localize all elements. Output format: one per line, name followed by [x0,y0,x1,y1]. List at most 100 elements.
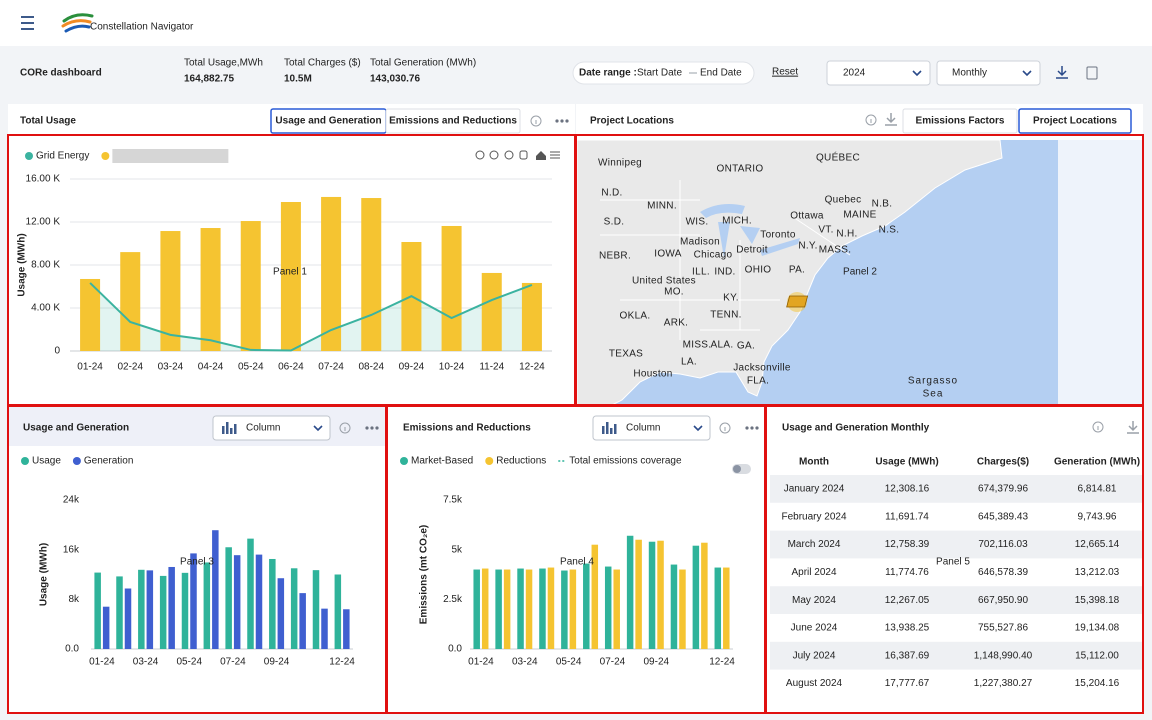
tab-label[interactable]: Usage and Generation [275,116,381,127]
more-dot[interactable] [755,426,759,430]
y-axis-label: Usage (MWh) [39,543,50,606]
more-dot[interactable] [560,119,564,123]
info-icon[interactable] [719,422,731,434]
x-tick-label: 12-24 [519,362,545,373]
pan-tool[interactable] [519,150,528,160]
select-icon [234,424,237,434]
row-background [770,586,1143,614]
table-cell: 12,267.05 [885,595,930,606]
bar [120,252,141,351]
map-land [576,139,1003,406]
download-icon[interactable] [1056,66,1068,79]
x-tick-label: 04-24 [198,362,224,373]
download-icon[interactable] [1127,421,1139,434]
more-dot[interactable] [370,426,374,430]
period-value: Monthly [952,68,987,79]
x-tick-label: 07-24 [318,362,344,373]
bar [146,570,154,649]
x-tick-label: 05-24 [238,362,264,373]
panel-outline [765,405,1144,714]
select-value[interactable]: Column [626,423,660,434]
table-cell: 11,774.76 [885,567,929,578]
project-marker[interactable] [786,295,809,308]
home-tool[interactable] [536,151,546,160]
legend-label[interactable]: Usage [32,456,61,467]
download-icon[interactable] [885,113,897,126]
kpi-label: Total Generation (MWh) [370,58,476,69]
logo [61,13,94,33]
legend-label[interactable]: Total emissions coverage [569,456,682,467]
reset-link[interactable]: Reset [772,67,798,78]
y-tick-label: 5k [451,544,463,555]
map-label: TENN. [710,310,742,321]
bar [692,545,700,649]
y-tick-label: 16k [63,544,80,555]
table-cell: 667,950.90 [978,595,1028,606]
x-tick-label: 05-24 [176,657,202,668]
map-label: OHIO [745,265,772,276]
select-icon [226,422,229,434]
legend-swatch [21,457,29,465]
bar [321,608,328,649]
table-cell: July 2024 [793,650,836,661]
date-range[interactable] [572,61,755,85]
map-label: ONTARIO [717,164,764,175]
chart-type-select[interactable] [212,415,331,441]
bar [723,567,730,649]
info-icon[interactable] [339,422,351,434]
tab[interactable] [902,108,1018,134]
column-header: Month [799,457,829,468]
year-select[interactable] [826,60,931,86]
bar [116,576,123,649]
bar [212,530,219,649]
toggle-knob [733,465,741,473]
zoom-tool[interactable] [475,150,485,160]
tab-label[interactable]: Emissions Factors [916,116,1005,127]
chart-type-select[interactable] [592,415,711,441]
select-icon [610,428,613,434]
select-value[interactable]: Column [246,423,280,434]
more-dot[interactable] [365,426,369,430]
bar [701,542,708,649]
bar [657,540,664,649]
more-dot[interactable] [745,426,749,430]
bar [225,547,232,649]
legend-label[interactable]: Grid Energy [36,151,89,162]
tab-label[interactable]: Emissions and Reductions [389,116,517,127]
more-dot[interactable] [750,426,754,430]
zoom-tool[interactable] [504,150,514,160]
period-select[interactable] [936,60,1041,86]
panel [8,406,386,713]
menu-button[interactable] [21,16,34,30]
chevron [912,70,922,77]
table-cell: 19,134.08 [1075,623,1120,634]
legend-label[interactable]: Generation [84,456,133,467]
tab-active[interactable] [1018,108,1132,134]
panel-label: Panel 2 [843,267,877,278]
map-label: VT. [818,225,833,236]
chevron [1022,70,1032,77]
zoom-tool[interactable] [489,150,499,160]
x-tick-label: 10-24 [439,362,465,373]
table-cell: 702,116.03 [978,539,1028,550]
table-cell: 674,379.96 [978,484,1028,495]
bar [441,225,462,351]
info-icon[interactable] [530,115,542,127]
map-label: Detroit [736,245,768,256]
more-dot[interactable] [565,119,569,123]
report-icon[interactable] [1086,66,1098,80]
more-dot[interactable] [375,426,379,430]
legend-swatch [101,152,110,160]
x-tick-label: 03-24 [133,657,159,668]
more-dot[interactable] [555,119,559,123]
panel-label: Panel 5 [936,557,970,568]
info-icon[interactable] [865,114,877,126]
legend-label[interactable]: Market-Based [411,456,473,467]
map-label: OKLA. [620,311,651,322]
x-tick-label: 03-24 [512,657,538,668]
info-icon[interactable] [1092,421,1104,433]
legend-label[interactable]: Reductions [496,456,546,467]
tab[interactable] [385,108,521,134]
tab-label[interactable]: Project Locations [1033,116,1117,127]
